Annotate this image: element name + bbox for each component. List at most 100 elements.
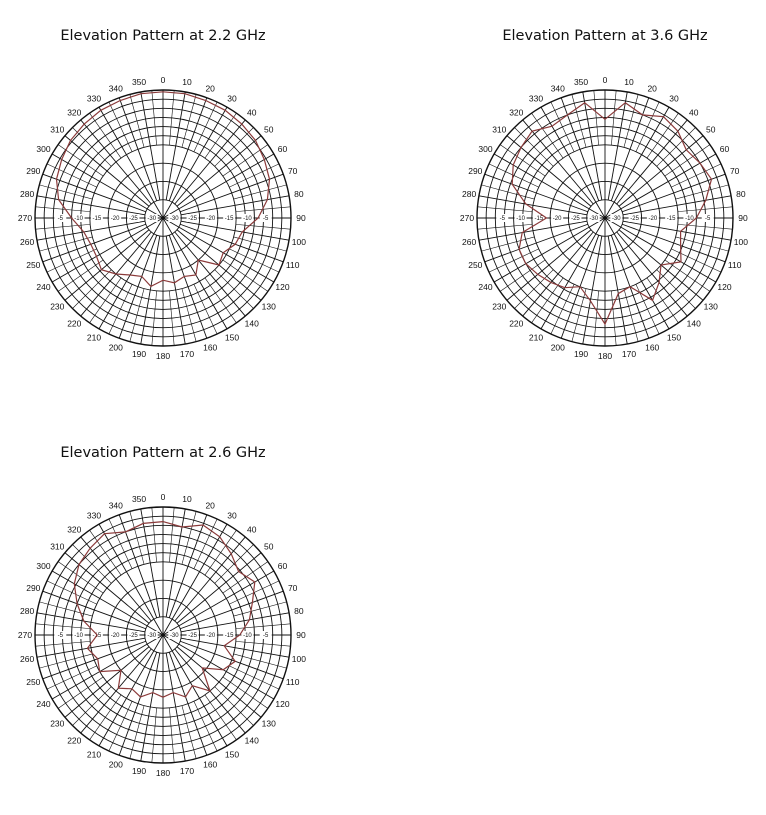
radial-tick-label: -30 (147, 633, 156, 639)
angle-tick-label: 320 (67, 107, 81, 117)
grid-spoke (162, 153, 275, 219)
grid-spoke (162, 634, 228, 747)
angle-tick-label: 320 (509, 107, 523, 117)
grid-spoke-minor (214, 686, 254, 726)
radial-tick-label: -25 (571, 216, 580, 222)
grid-spoke (42, 590, 146, 630)
grid-spoke (176, 135, 262, 207)
radial-tick-label: -5 (263, 216, 269, 222)
angle-tick-label: 90 (738, 213, 748, 223)
polar-grid (34, 506, 292, 764)
grid-spoke (180, 590, 284, 630)
radial-label-bg (683, 214, 696, 222)
grid-spoke-minor (656, 269, 696, 309)
grid-spoke (42, 223, 146, 263)
grid-spoke (165, 91, 186, 201)
grid-spoke (118, 235, 158, 339)
grid-spoke-minor (571, 94, 587, 148)
chart-title: Elevation Pattern at 2.2 GHz (60, 28, 266, 44)
radial-tick-label: -30 (612, 216, 621, 222)
grid-spoke-minor (169, 290, 175, 346)
angle-tick-label: 170 (180, 766, 194, 776)
grid-spoke (174, 119, 246, 205)
grid-spoke-minor (89, 277, 122, 324)
grid-spoke-minor (151, 90, 157, 146)
grid-spoke-minor (499, 144, 546, 177)
grid-spoke-minor (169, 707, 175, 763)
radial-label-bg (127, 631, 140, 639)
grid-spoke (140, 235, 161, 345)
radial-tick-label: -5 (58, 216, 64, 222)
grid-spoke-minor (214, 544, 254, 584)
grid-spoke-minor (550, 284, 575, 335)
grid-spoke (98, 106, 164, 219)
grid-spoke (616, 231, 688, 317)
angle-tick-label: 350 (132, 494, 146, 504)
angle-tick-label: 20 (647, 83, 657, 93)
radial-label-bg (168, 214, 181, 222)
angle-tick-label: 330 (87, 93, 101, 103)
grid-spoke (140, 652, 161, 762)
radial-label-bg (204, 214, 217, 222)
grid-spoke (42, 640, 146, 680)
grid-spoke-minor (151, 707, 157, 763)
radial-label-bg (109, 631, 122, 639)
grid-spoke (622, 195, 732, 216)
radial-label-bg (90, 214, 103, 222)
grid-spoke (168, 652, 208, 756)
radial-tick-label: -15 (225, 216, 234, 222)
grid-spoke-minor (481, 184, 535, 200)
grid-spoke-minor (151, 290, 157, 346)
radial-tick-label: -20 (207, 633, 216, 639)
grid-spoke-minor (181, 94, 197, 148)
radial-tick-label: -20 (553, 216, 562, 222)
grid-spoke-minor (108, 518, 133, 569)
grid-spoke-minor (108, 284, 133, 335)
grid-spoke (51, 217, 164, 283)
grid-spoke (622, 173, 726, 213)
angle-tick-label: 300 (36, 561, 50, 571)
grid-spoke-minor (204, 277, 237, 324)
angle-tick-label: 190 (132, 349, 146, 359)
angle-tick-label: 200 (109, 760, 123, 770)
angle-tick-label: 250 (468, 260, 482, 270)
grid-spoke-minor (229, 248, 280, 273)
radial-tick-label: -30 (170, 633, 179, 639)
angle-tick-label: 130 (704, 302, 718, 312)
radial-tick-label: -15 (667, 216, 676, 222)
angle-tick-label: 140 (687, 319, 701, 329)
angle-tick-label: 150 (667, 333, 681, 343)
grid-spoke (540, 106, 606, 219)
grid-spoke-minor (169, 507, 175, 563)
grid-spoke (604, 153, 717, 219)
grid-spoke-minor (656, 127, 696, 167)
grid-spoke-minor (611, 290, 617, 346)
angle-tick-label: 240 (36, 282, 50, 292)
radial-label-bg (259, 631, 272, 639)
radial-tick-label: -5 (500, 216, 506, 222)
grid-spoke-minor (477, 224, 533, 230)
grid-spoke (51, 570, 164, 636)
radial-label-bg (646, 214, 659, 222)
angle-tick-label: 0 (161, 492, 166, 502)
angle-tick-label: 330 (529, 93, 543, 103)
grid-spoke-minor (72, 544, 112, 584)
angle-tick-label: 260 (20, 654, 34, 664)
grid-spoke-minor (671, 248, 722, 273)
grid-spoke-minor (499, 259, 546, 292)
radial-label-bg (204, 631, 217, 639)
grid-spoke (36, 612, 146, 633)
radial-tick-label: -15 (225, 633, 234, 639)
radial-tick-label: -5 (263, 633, 269, 639)
grid-spoke-minor (193, 701, 218, 752)
grid-spoke-minor (181, 705, 197, 759)
grid-spoke-minor (46, 163, 97, 188)
angle-tick-label: 260 (462, 237, 476, 247)
grid-spoke-minor (514, 127, 554, 167)
radial-label-bg (241, 214, 254, 222)
angle-tick-label: 350 (574, 77, 588, 87)
grid-spoke-minor (35, 623, 91, 629)
radial-label-bg (701, 214, 714, 222)
angle-tick-label: 350 (132, 77, 146, 87)
grid-spoke (604, 217, 717, 283)
